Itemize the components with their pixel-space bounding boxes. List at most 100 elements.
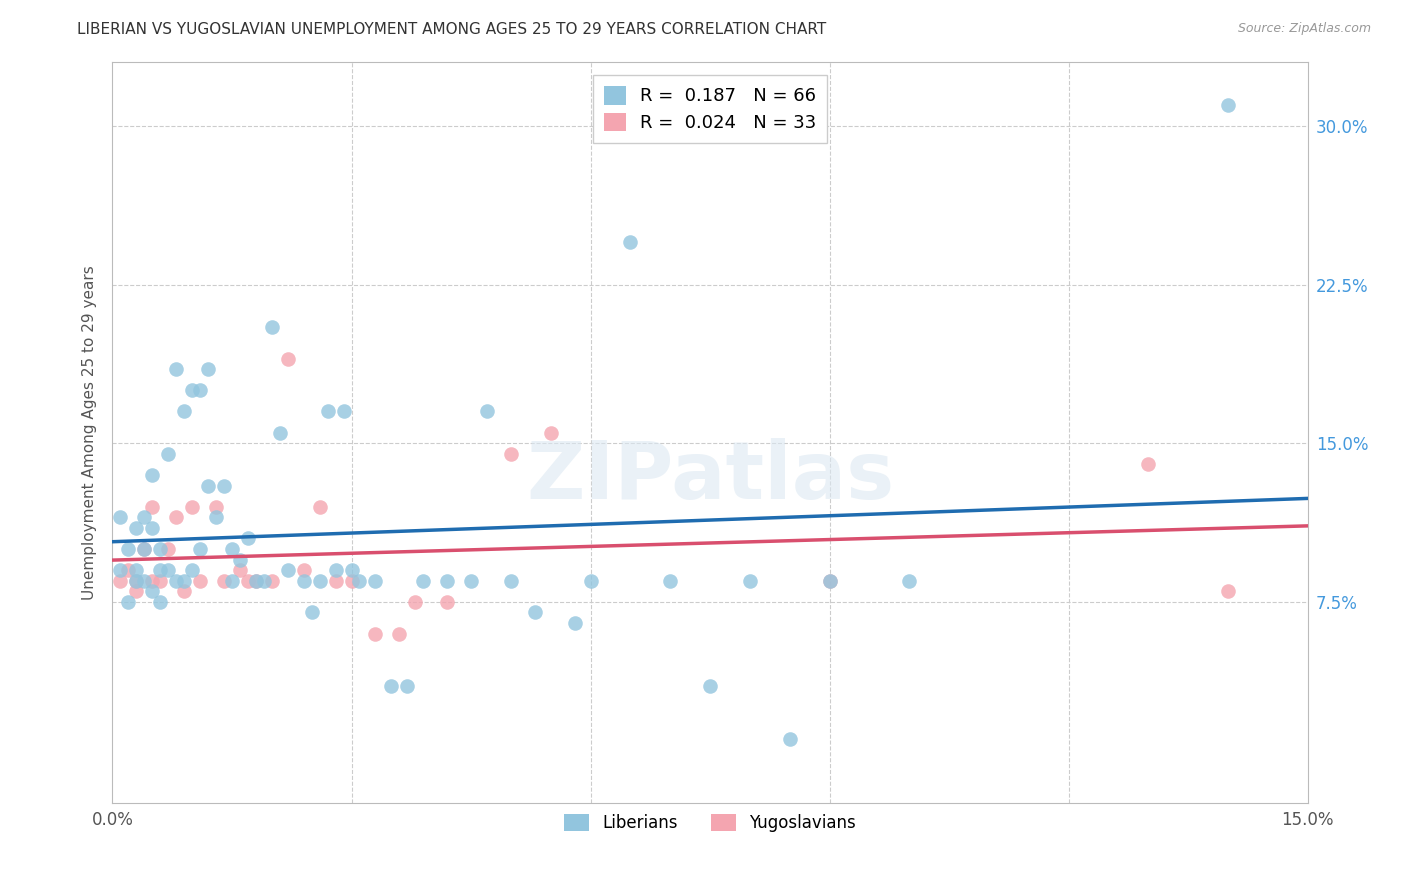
Point [245, 574, 267, 588]
Point [117, 595, 139, 609]
Point [236, 532, 259, 546]
Point [316, 404, 339, 418]
Point [292, 563, 315, 577]
Point [173, 404, 195, 418]
Point [779, 732, 801, 747]
Point [181, 384, 204, 398]
Point [157, 447, 180, 461]
Point [579, 574, 602, 588]
Point [277, 563, 299, 577]
Point [165, 574, 187, 588]
Text: ZIPatlas: ZIPatlas [526, 438, 894, 516]
Text: Source: ZipAtlas.com: Source: ZipAtlas.com [1237, 22, 1371, 36]
Point [499, 447, 522, 461]
Point [308, 500, 330, 514]
Point [125, 563, 148, 577]
Point [1216, 97, 1239, 112]
Point [181, 563, 204, 577]
Point [659, 574, 682, 588]
Point [738, 574, 761, 588]
Point [117, 563, 139, 577]
Point [188, 384, 211, 398]
Point [380, 680, 402, 694]
Point [125, 521, 148, 535]
Point [173, 584, 195, 599]
Point [197, 478, 219, 492]
Point [277, 351, 299, 366]
Point [149, 595, 172, 609]
Legend: Liberians, Yugoslavians: Liberians, Yugoslavians [557, 807, 863, 838]
Point [205, 500, 228, 514]
Y-axis label: Unemployment Among Ages 25 to 29 years: Unemployment Among Ages 25 to 29 years [82, 265, 97, 600]
Point [619, 235, 641, 250]
Point [340, 563, 363, 577]
Point [269, 425, 291, 440]
Point [325, 563, 347, 577]
Point [125, 574, 148, 588]
Point [460, 574, 482, 588]
Point [181, 500, 204, 514]
Point [388, 626, 411, 640]
Point [332, 404, 354, 418]
Point [212, 574, 235, 588]
Point [221, 574, 243, 588]
Point [404, 595, 426, 609]
Point [260, 319, 283, 334]
Point [212, 478, 235, 492]
Point [475, 404, 498, 418]
Point [364, 626, 387, 640]
Point [125, 574, 148, 588]
Point [301, 606, 323, 620]
Point [229, 563, 252, 577]
Point [134, 541, 156, 556]
Point [340, 574, 363, 588]
Point [540, 425, 562, 440]
Point [188, 574, 211, 588]
Point [141, 467, 163, 482]
Point [134, 574, 156, 588]
Point [699, 680, 721, 694]
Point [117, 541, 139, 556]
Point [898, 574, 921, 588]
Point [149, 574, 172, 588]
Point [436, 574, 458, 588]
Point [1137, 458, 1160, 472]
Point [110, 563, 132, 577]
Point [253, 574, 276, 588]
Point [165, 510, 187, 524]
Point [197, 362, 219, 376]
Point [818, 574, 841, 588]
Point [134, 541, 156, 556]
Point [149, 541, 172, 556]
Point [292, 574, 315, 588]
Point [325, 574, 347, 588]
Point [349, 574, 371, 588]
Point [564, 615, 586, 630]
Point [236, 574, 259, 588]
Point [229, 552, 252, 566]
Point [364, 574, 387, 588]
Point [173, 574, 195, 588]
Point [412, 574, 434, 588]
Point [165, 362, 187, 376]
Point [245, 574, 267, 588]
Point [141, 521, 163, 535]
Point [157, 563, 180, 577]
Point [157, 541, 180, 556]
Point [499, 574, 522, 588]
Point [188, 541, 211, 556]
Point [141, 574, 163, 588]
Point [110, 574, 132, 588]
Point [110, 510, 132, 524]
Point [260, 574, 283, 588]
Point [523, 606, 546, 620]
Point [396, 680, 419, 694]
Text: LIBERIAN VS YUGOSLAVIAN UNEMPLOYMENT AMONG AGES 25 TO 29 YEARS CORRELATION CHART: LIBERIAN VS YUGOSLAVIAN UNEMPLOYMENT AMO… [77, 22, 827, 37]
Point [134, 510, 156, 524]
Point [205, 510, 228, 524]
Point [141, 584, 163, 599]
Point [308, 574, 330, 588]
Point [436, 595, 458, 609]
Point [149, 563, 172, 577]
Point [125, 584, 148, 599]
